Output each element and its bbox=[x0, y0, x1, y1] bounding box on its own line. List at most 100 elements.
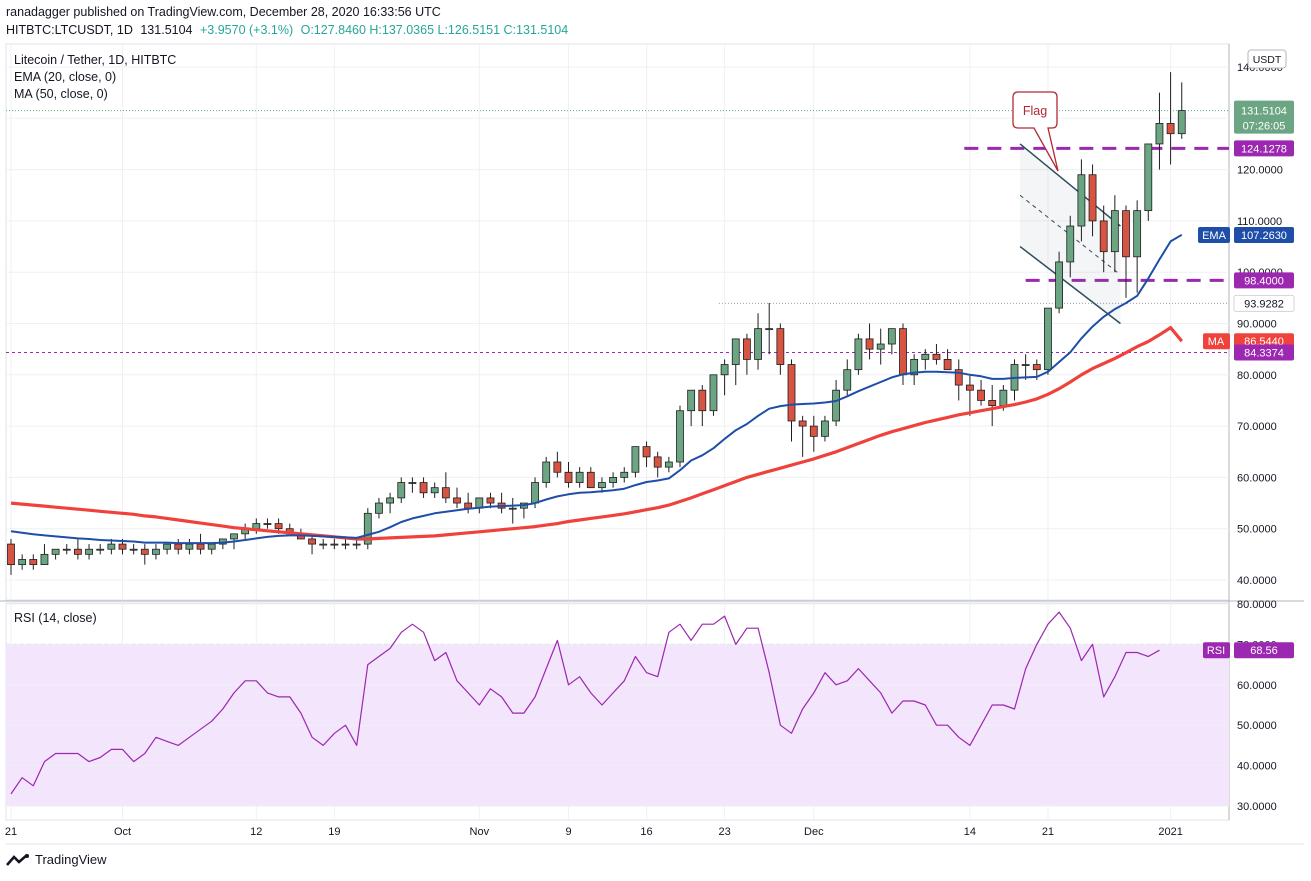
candle-body bbox=[999, 389, 1008, 406]
candle-body bbox=[375, 502, 383, 514]
candle-body bbox=[575, 471, 584, 483]
candle-body bbox=[207, 543, 216, 550]
candle-body bbox=[564, 471, 573, 483]
y-tick-label: 40.0000 bbox=[1237, 575, 1277, 587]
candle-body bbox=[464, 502, 473, 509]
candle-body bbox=[85, 548, 93, 555]
candle-body bbox=[129, 548, 138, 551]
candle-body bbox=[1144, 143, 1153, 212]
last-price-tag-bg bbox=[1234, 100, 1294, 134]
x-tick-label: 23 bbox=[718, 826, 730, 838]
countdown-tag: 07:26:05 bbox=[1243, 121, 1286, 133]
candle-body bbox=[586, 471, 595, 489]
x-tick-label: 2021 bbox=[1158, 826, 1182, 838]
candle-body bbox=[932, 353, 941, 360]
candle-body bbox=[174, 543, 183, 550]
candle-body bbox=[118, 543, 127, 550]
candle-body bbox=[7, 543, 15, 566]
candle-body bbox=[754, 328, 762, 360]
candle-body bbox=[508, 507, 517, 510]
ma-legend: MA (50, close, 0) bbox=[14, 87, 108, 101]
candle-body bbox=[1032, 364, 1041, 371]
candle-body bbox=[363, 512, 372, 545]
candle-body bbox=[196, 543, 205, 550]
flag-callout bbox=[1012, 91, 1059, 172]
flag-annotation-label: Flag bbox=[1023, 104, 1047, 118]
candle-body bbox=[352, 543, 361, 546]
ema20-line bbox=[10, 233, 1183, 545]
ma-tag: MA bbox=[1208, 336, 1225, 348]
ema-value-tag-bg bbox=[1234, 226, 1294, 243]
y-tick-label: 110.0000 bbox=[1237, 216, 1282, 228]
rsi-y-tick-label: 60.0000 bbox=[1237, 680, 1277, 692]
candle-body bbox=[1110, 210, 1119, 253]
candle-body bbox=[96, 548, 105, 551]
candle-body bbox=[943, 359, 952, 371]
level-84-tag-bg bbox=[1234, 344, 1294, 361]
y-tick-label: 90.0000 bbox=[1237, 319, 1277, 331]
candle-body bbox=[74, 548, 82, 555]
rsi-y-tick-label: 40.0000 bbox=[1237, 761, 1277, 773]
candle-body bbox=[330, 543, 339, 546]
rsi-tag: RSI bbox=[1207, 645, 1225, 657]
y-tick-label: 50.0000 bbox=[1237, 524, 1277, 536]
candle-body bbox=[887, 328, 896, 345]
candle-body bbox=[598, 482, 606, 489]
candle-body bbox=[542, 461, 551, 483]
candle-body bbox=[954, 369, 963, 386]
candle-body bbox=[653, 456, 662, 468]
level-98-tag-bg bbox=[1234, 272, 1294, 289]
rsi-y-tick-label: 30.0000 bbox=[1237, 801, 1277, 813]
candle-body bbox=[854, 338, 863, 371]
chart-title: Litecoin / Tether, 1D, HITBTC bbox=[14, 53, 177, 67]
ma50-line bbox=[10, 326, 1184, 541]
candle-body bbox=[743, 338, 751, 360]
candle-body bbox=[843, 369, 852, 391]
candle-body bbox=[341, 543, 350, 546]
x-tick-label: 12 bbox=[250, 826, 262, 838]
candle-body bbox=[809, 425, 818, 437]
candle-body bbox=[29, 559, 38, 566]
rsi-y-tick-label: 50.0000 bbox=[1237, 720, 1277, 732]
candle-body bbox=[553, 461, 562, 473]
candle-body bbox=[1155, 123, 1164, 145]
level-124-tag: 124.1278 bbox=[1241, 143, 1287, 155]
candle-body bbox=[698, 389, 707, 412]
candle-body bbox=[531, 482, 539, 504]
tradingview-logo[interactable]: TradingView bbox=[6, 852, 107, 867]
price-change: +3.9570 (+3.1%) bbox=[199, 23, 294, 37]
y-tick-label: 60.0000 bbox=[1237, 472, 1277, 484]
candle-body bbox=[274, 523, 283, 530]
candle-body bbox=[731, 338, 740, 365]
ema-tag: EMA bbox=[1202, 230, 1227, 242]
candle-body bbox=[18, 559, 27, 566]
candle-body bbox=[486, 497, 495, 504]
level-93-tag-bg bbox=[1233, 294, 1295, 312]
candle-body bbox=[263, 523, 272, 525]
rsi-y-tick-label: 80.0000 bbox=[1237, 599, 1277, 611]
y-tick-label: 120.0000 bbox=[1237, 165, 1283, 177]
candle-body bbox=[832, 389, 840, 422]
candle-body bbox=[1077, 174, 1086, 227]
candle-body bbox=[152, 548, 160, 555]
candle-body bbox=[453, 497, 461, 504]
candle-body bbox=[631, 446, 640, 473]
level-84-tag: 84.3374 bbox=[1244, 348, 1284, 360]
x-tick-label: 21 bbox=[1042, 826, 1054, 838]
x-tick-label: 14 bbox=[964, 826, 976, 838]
candle-body bbox=[1021, 364, 1030, 366]
candle-body bbox=[163, 543, 172, 550]
candle-body bbox=[765, 328, 774, 331]
candle-body bbox=[921, 353, 930, 360]
candle-body bbox=[821, 420, 829, 437]
rsi-line bbox=[10, 611, 1160, 795]
rsi-tag-bg bbox=[1203, 642, 1230, 659]
candle-body bbox=[1088, 174, 1097, 222]
candle-body bbox=[642, 446, 651, 458]
candle-body bbox=[977, 389, 985, 401]
candle-body bbox=[441, 487, 450, 499]
candle-body bbox=[687, 389, 696, 412]
x-tick-label: Oct bbox=[114, 826, 131, 838]
candle-body bbox=[720, 364, 729, 376]
